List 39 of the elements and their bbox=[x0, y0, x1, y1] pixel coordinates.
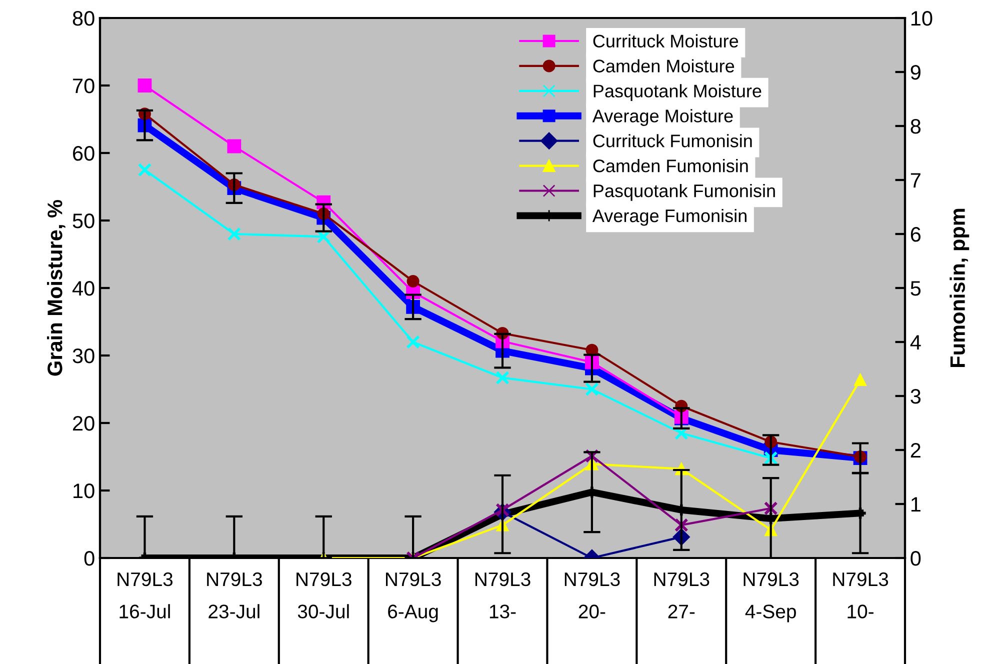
y-tick-label: 50 bbox=[72, 214, 94, 228]
y2-tick-label: 3 bbox=[910, 389, 921, 404]
x-tick-label: N79L3 16-Jul bbox=[118, 572, 173, 618]
y2-tick-label: 10 bbox=[911, 11, 932, 26]
legend-label: Currituck Moisture bbox=[593, 34, 738, 48]
y2-tick-label: 6 bbox=[910, 227, 921, 242]
legend-label: Camden Moisture bbox=[593, 59, 734, 72]
y2-tick-label: 2 bbox=[910, 443, 920, 458]
legend-label: Average Fumonisin bbox=[592, 208, 746, 226]
legend-label: Pasquotank Moisture bbox=[594, 84, 762, 101]
legend-label: Average Moisture bbox=[592, 109, 733, 126]
x-tick-label: N79L3 23-Jul bbox=[207, 572, 262, 618]
x-tick-label: N79L3 6-Aug bbox=[386, 572, 441, 622]
y2-tick-label: 1 bbox=[911, 497, 920, 512]
y-tick-label: 20 bbox=[73, 416, 94, 431]
y2-tick-label: 0 bbox=[910, 551, 921, 566]
y-tick-label: 10 bbox=[74, 484, 94, 498]
y2-tick-label: 9 bbox=[910, 65, 920, 80]
legend-label: Camden Fumonisin bbox=[593, 159, 748, 172]
y-axis-title: Grain Moisture, % bbox=[46, 200, 66, 376]
x-tick-label: N79L3 30-Jul bbox=[296, 572, 352, 618]
x-tick-label: N79L3 4-Sep bbox=[744, 572, 799, 622]
y2-tick-label: 8 bbox=[910, 119, 921, 134]
y-tick-label: 40 bbox=[72, 281, 94, 296]
legend-label: Pasquotank Fumonisin bbox=[594, 184, 775, 201]
x-tick-label: N79L3 10- bbox=[833, 572, 888, 618]
y-tick-label: 80 bbox=[72, 11, 94, 26]
legend-label: Currituck Fumonisin bbox=[593, 134, 752, 148]
y2-tick-label: 4 bbox=[910, 335, 921, 350]
y-tick-label: 30 bbox=[72, 348, 94, 364]
y2-axis-title: Fumonisin, ppm bbox=[950, 208, 970, 368]
x-tick-label: N79L3 20- bbox=[564, 572, 620, 618]
y2-tick-label: 5 bbox=[910, 281, 921, 296]
y-tick-label: 60 bbox=[73, 146, 94, 161]
y-tick-label: 0 bbox=[84, 551, 94, 566]
x-tick-label: N79L3 13- bbox=[475, 572, 530, 618]
x-tick-label: N79L3 27- bbox=[654, 572, 710, 618]
y-tick-label: 70 bbox=[73, 78, 94, 94]
y2-tick-label: 7 bbox=[910, 173, 920, 188]
